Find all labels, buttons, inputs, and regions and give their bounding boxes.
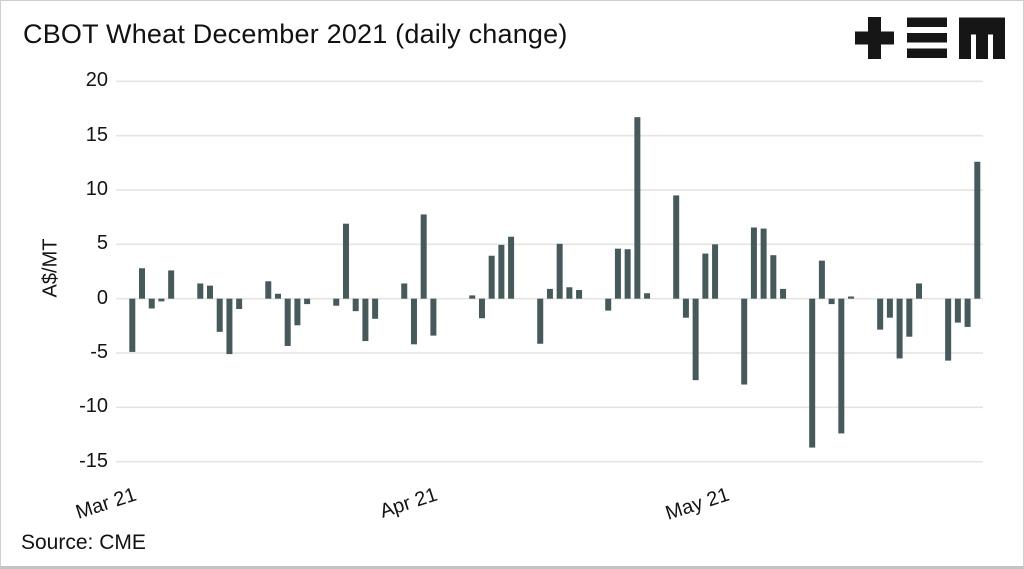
bar <box>498 244 505 299</box>
bar <box>207 285 213 299</box>
bar <box>556 243 563 299</box>
y-tick-label: -15 <box>79 449 108 472</box>
bar <box>148 298 155 309</box>
bar <box>168 270 175 299</box>
m-icon <box>959 17 1005 59</box>
bar <box>488 255 495 299</box>
bar <box>576 289 583 299</box>
bar <box>634 117 641 299</box>
bar <box>401 283 408 299</box>
bar <box>546 288 553 299</box>
bar <box>838 298 845 434</box>
bar <box>430 298 437 336</box>
bar <box>945 298 952 361</box>
bar <box>304 298 311 305</box>
bar <box>420 214 427 299</box>
y-tick-label: 0 <box>96 286 108 309</box>
y-tick-label: -5 <box>90 341 108 363</box>
bar <box>702 253 709 299</box>
bar <box>896 298 903 359</box>
plus-icon <box>855 17 894 59</box>
bar <box>508 236 515 299</box>
bar <box>129 298 136 352</box>
bar <box>274 293 281 299</box>
bar <box>197 283 204 299</box>
bar <box>780 288 787 299</box>
bar <box>750 227 757 299</box>
bar <box>158 298 165 302</box>
bar <box>614 248 621 299</box>
chart-title: CBOT Wheat December 2021 (daily change) <box>23 19 568 49</box>
bar <box>916 283 923 299</box>
bar <box>265 281 272 299</box>
bar <box>673 195 680 299</box>
bar <box>886 298 893 318</box>
bar <box>284 298 291 346</box>
bar <box>410 298 417 345</box>
bar <box>712 244 719 299</box>
bar <box>692 298 699 381</box>
bar <box>809 298 816 448</box>
bar <box>974 161 981 299</box>
bar <box>362 298 369 342</box>
y-tick-label: 15 <box>85 123 108 146</box>
y-tick-label: 20 <box>85 69 108 92</box>
bar <box>333 298 340 306</box>
bar <box>877 298 884 330</box>
bar <box>906 298 913 337</box>
bar <box>828 298 835 305</box>
y-tick-label: 5 <box>96 232 108 255</box>
bar <box>236 298 243 309</box>
bar <box>566 287 573 299</box>
bar <box>469 295 476 299</box>
bar <box>352 298 359 312</box>
bar <box>216 298 223 332</box>
y-tick-label: -10 <box>79 395 108 418</box>
y-tick-label: 10 <box>85 177 108 200</box>
source-note: Source: CME <box>21 531 146 554</box>
bar <box>226 298 233 355</box>
bar <box>848 296 855 299</box>
bar <box>644 293 651 299</box>
bar <box>682 298 689 318</box>
bar <box>818 260 825 299</box>
bar <box>537 298 544 344</box>
bar <box>139 268 146 299</box>
bar <box>770 255 777 299</box>
tem-logo <box>855 17 1005 59</box>
bar <box>294 298 301 326</box>
bar <box>741 298 748 385</box>
bar <box>624 249 631 299</box>
bar <box>760 228 767 299</box>
bar <box>342 223 349 299</box>
bar <box>372 298 379 319</box>
bar <box>964 298 971 327</box>
triple-bar-icon <box>907 17 947 58</box>
bar <box>954 298 961 323</box>
bar <box>605 298 612 311</box>
bar <box>478 298 485 319</box>
